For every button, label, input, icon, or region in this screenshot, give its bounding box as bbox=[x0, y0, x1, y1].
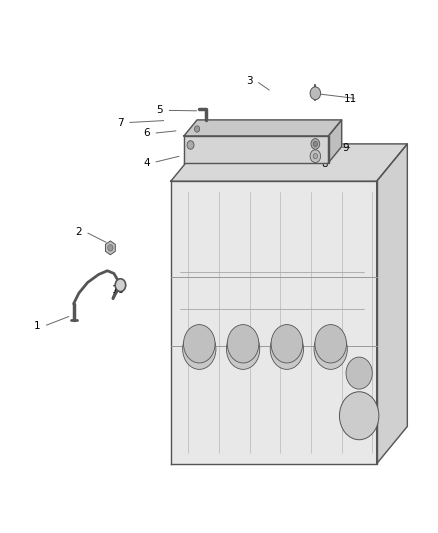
Circle shape bbox=[313, 154, 318, 159]
Circle shape bbox=[313, 141, 318, 147]
Circle shape bbox=[339, 392, 379, 440]
Circle shape bbox=[315, 325, 346, 363]
Circle shape bbox=[115, 279, 126, 292]
Text: 8: 8 bbox=[321, 159, 328, 168]
Polygon shape bbox=[184, 120, 342, 136]
Text: 6: 6 bbox=[143, 128, 150, 138]
Circle shape bbox=[310, 87, 321, 100]
Polygon shape bbox=[328, 120, 342, 163]
Text: 9: 9 bbox=[343, 143, 350, 152]
Text: 5: 5 bbox=[156, 106, 163, 115]
Circle shape bbox=[270, 329, 304, 369]
Circle shape bbox=[310, 150, 321, 163]
Polygon shape bbox=[171, 181, 377, 464]
Polygon shape bbox=[184, 136, 328, 163]
Circle shape bbox=[184, 325, 215, 363]
Circle shape bbox=[311, 139, 320, 149]
Polygon shape bbox=[377, 144, 407, 464]
Circle shape bbox=[227, 325, 259, 363]
Circle shape bbox=[108, 245, 113, 251]
Circle shape bbox=[187, 141, 194, 149]
Circle shape bbox=[226, 329, 260, 369]
Text: 7: 7 bbox=[117, 118, 124, 127]
Circle shape bbox=[314, 329, 347, 369]
Polygon shape bbox=[171, 144, 407, 181]
Circle shape bbox=[183, 329, 216, 369]
Text: 2: 2 bbox=[75, 227, 82, 237]
Circle shape bbox=[271, 325, 303, 363]
Text: 3: 3 bbox=[246, 76, 253, 86]
Text: 1: 1 bbox=[34, 321, 41, 331]
Text: 10: 10 bbox=[112, 286, 125, 295]
Circle shape bbox=[194, 126, 200, 132]
Circle shape bbox=[346, 357, 372, 389]
Text: 4: 4 bbox=[143, 158, 150, 167]
Text: 11: 11 bbox=[344, 94, 357, 103]
